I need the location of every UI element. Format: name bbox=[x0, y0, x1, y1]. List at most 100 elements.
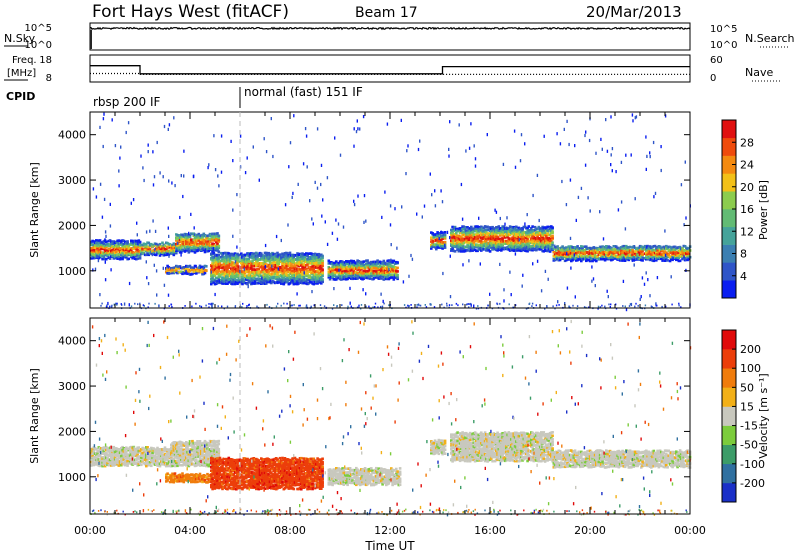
echo-cell bbox=[158, 242, 162, 246]
echo-cell bbox=[381, 305, 384, 308]
echo-cell bbox=[636, 255, 639, 258]
echo-cell bbox=[94, 267, 97, 271]
echo-cell bbox=[181, 272, 184, 276]
echo-cell bbox=[261, 256, 264, 260]
echo-cell bbox=[498, 237, 502, 241]
echo-cell bbox=[381, 307, 383, 310]
echo-cell bbox=[350, 305, 352, 308]
echo-cell bbox=[538, 218, 540, 223]
echo-cell bbox=[234, 306, 236, 309]
echo-cell bbox=[643, 282, 646, 286]
echo-cell bbox=[293, 254, 295, 258]
echo-cell bbox=[365, 219, 367, 223]
echo-cell bbox=[623, 259, 627, 262]
echo-cell bbox=[654, 191, 657, 195]
echo-cell bbox=[503, 299, 505, 303]
echo-cell bbox=[627, 258, 631, 262]
echo-cell bbox=[236, 261, 239, 265]
echo-cell bbox=[356, 277, 359, 280]
echo-cell bbox=[335, 268, 338, 271]
echo-cell bbox=[152, 183, 155, 187]
echo-cell bbox=[130, 305, 133, 308]
echo-cell bbox=[223, 280, 227, 284]
echo-cell bbox=[680, 306, 682, 309]
echo-cell bbox=[466, 243, 469, 247]
echo-cell bbox=[558, 258, 562, 262]
echo-cell bbox=[642, 246, 646, 250]
echo-cell bbox=[632, 255, 636, 259]
echo-cell bbox=[243, 267, 245, 271]
echo-cell bbox=[508, 233, 512, 236]
echo-cell bbox=[327, 276, 331, 279]
echo-cell bbox=[384, 190, 386, 194]
nsky-right-tick-low: 10^0 bbox=[710, 40, 737, 51]
echo-cell bbox=[96, 254, 98, 258]
echo-cell bbox=[270, 266, 273, 270]
echo-cell bbox=[247, 262, 251, 266]
echo-cell bbox=[663, 259, 667, 262]
echo-cell bbox=[511, 246, 514, 250]
echo-cell bbox=[597, 305, 600, 308]
echo-cell bbox=[535, 304, 537, 307]
echo-cell bbox=[292, 282, 296, 286]
echo-cell bbox=[491, 239, 494, 243]
echo-cell bbox=[277, 262, 281, 265]
station-title: Fort Hays West (fitACF) bbox=[92, 2, 289, 22]
echo-cell bbox=[657, 255, 661, 258]
echo-cell bbox=[685, 216, 687, 220]
echo-cell bbox=[321, 268, 324, 271]
echo-band-2 bbox=[175, 232, 221, 254]
echo-cell bbox=[264, 243, 267, 248]
echo-cell bbox=[637, 304, 639, 307]
echo-cell bbox=[487, 232, 491, 235]
echo-cell bbox=[285, 277, 288, 281]
echo-cell bbox=[645, 271, 647, 275]
echo-cell bbox=[104, 278, 107, 282]
echo-cell bbox=[641, 250, 644, 253]
echo-cell bbox=[630, 303, 632, 306]
echo-cell bbox=[233, 266, 237, 269]
echo-cell bbox=[498, 247, 502, 250]
echo-cell bbox=[105, 305, 108, 308]
echo-cell bbox=[116, 241, 119, 244]
echo-cell bbox=[521, 284, 523, 288]
echo-cell bbox=[217, 270, 221, 273]
echo-cell bbox=[595, 151, 597, 155]
echo-cell bbox=[232, 159, 234, 163]
echo-cell bbox=[559, 142, 562, 146]
echo-cell bbox=[307, 278, 311, 282]
echo-cell bbox=[569, 178, 572, 182]
echo-cell bbox=[592, 255, 596, 258]
echo-cell bbox=[495, 210, 498, 214]
echo-band-7 bbox=[450, 225, 554, 253]
beam-label: Beam 17 bbox=[355, 5, 418, 21]
echo-cell bbox=[341, 260, 344, 264]
echo-cell bbox=[161, 250, 164, 253]
echo-cell bbox=[313, 304, 315, 307]
echo-cell bbox=[521, 233, 524, 237]
echo-cell bbox=[288, 251, 292, 255]
echo-cell bbox=[501, 243, 504, 247]
echo-cell bbox=[548, 248, 552, 251]
echo-cell bbox=[303, 256, 307, 259]
echo-cell bbox=[179, 215, 181, 220]
echo-cell bbox=[320, 182, 322, 187]
echo-cell bbox=[290, 304, 292, 307]
echo-cell bbox=[561, 257, 564, 260]
echo-cell bbox=[153, 175, 156, 179]
echo-cell bbox=[615, 303, 617, 306]
echo-cell bbox=[304, 127, 307, 131]
echo-cell bbox=[102, 242, 106, 246]
echo-cell bbox=[240, 261, 243, 265]
echo-cell bbox=[489, 292, 491, 296]
echo-cell bbox=[154, 302, 156, 305]
freq-label-line1: Freq. bbox=[12, 55, 37, 66]
echo-cell bbox=[207, 237, 211, 241]
echo-cell bbox=[316, 127, 319, 131]
echo-cell bbox=[605, 251, 608, 254]
echo-cell bbox=[218, 275, 222, 278]
echo-cell bbox=[443, 246, 447, 249]
echo-cell bbox=[203, 245, 207, 248]
echo-cell bbox=[620, 160, 623, 164]
echo-band-0 bbox=[90, 445, 173, 468]
